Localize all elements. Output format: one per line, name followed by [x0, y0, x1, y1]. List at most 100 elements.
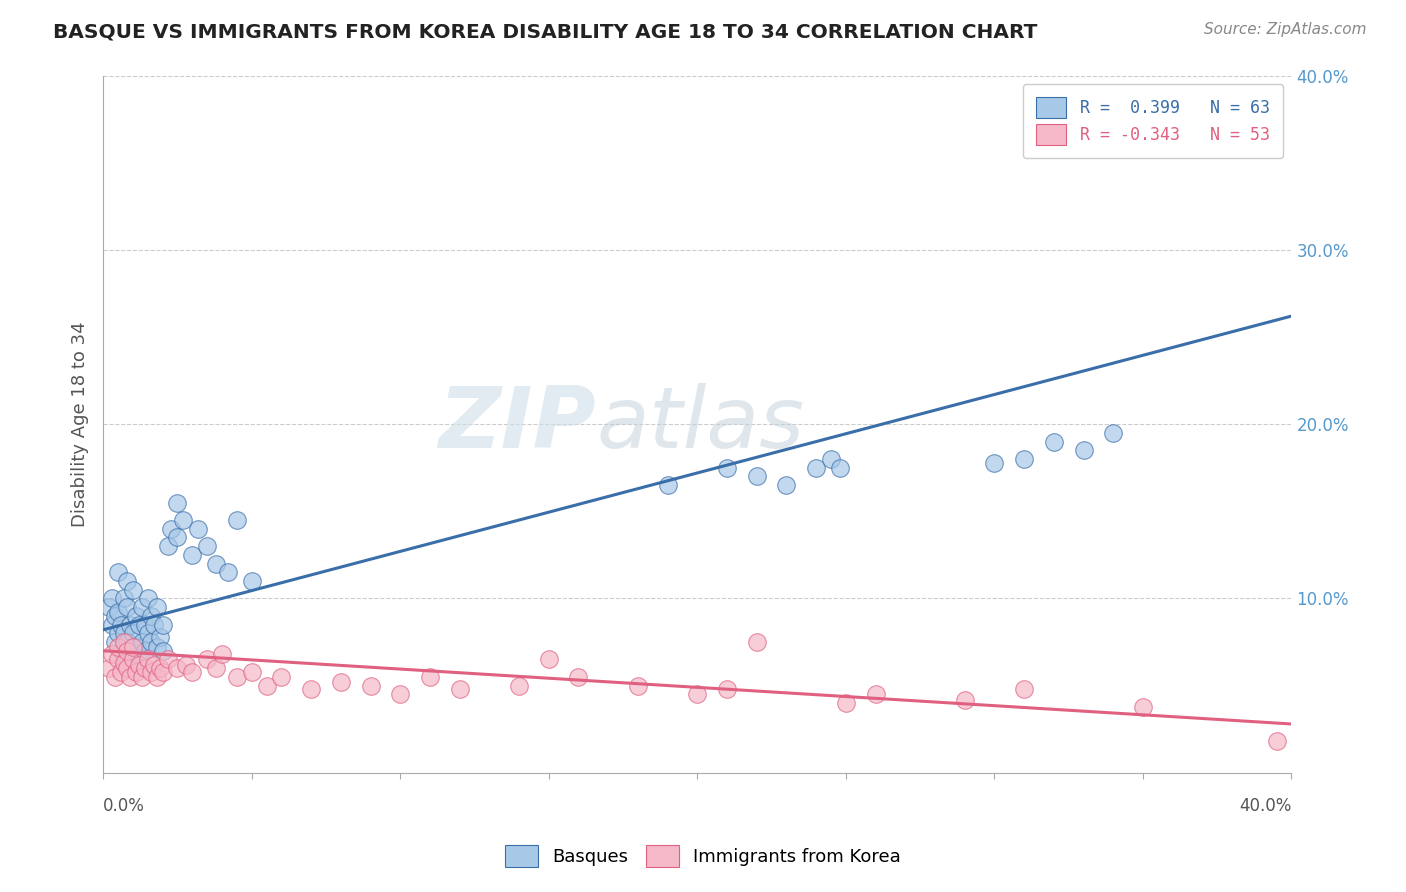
Point [145, 670, 167, 684]
Point [142, 657, 165, 672]
Point [225, 670, 247, 684]
Point [136, 652, 159, 666]
Point [745, 469, 768, 483]
Point [152, 617, 174, 632]
Point [131, 670, 153, 684]
Point [240, 665, 263, 679]
Point [419, 670, 441, 684]
Point [148, 661, 170, 675]
Point [125, 665, 148, 679]
Point [107, 566, 129, 580]
Point [115, 600, 138, 615]
Point [299, 682, 322, 697]
Point [98, 661, 121, 675]
Point [157, 652, 180, 666]
Point [166, 495, 188, 509]
Point [136, 626, 159, 640]
Point [104, 608, 127, 623]
Point [716, 460, 738, 475]
Point [176, 657, 198, 672]
Point [98, 600, 121, 615]
Point [804, 460, 827, 475]
Point [195, 652, 218, 666]
Point [101, 617, 124, 632]
Point [131, 635, 153, 649]
Point [128, 617, 150, 632]
Point [270, 670, 292, 684]
Point [205, 661, 228, 675]
Point [1132, 699, 1154, 714]
Point [225, 513, 247, 527]
Point [567, 670, 589, 684]
Point [865, 687, 887, 701]
Point [118, 670, 141, 684]
Point [110, 617, 132, 632]
Point [128, 647, 150, 661]
Text: 40.0%: 40.0% [1239, 797, 1292, 815]
Point [112, 626, 135, 640]
Point [205, 557, 228, 571]
Point [139, 635, 162, 649]
Point [686, 687, 709, 701]
Point [145, 640, 167, 655]
Point [329, 675, 352, 690]
Point [101, 591, 124, 606]
Point [166, 661, 188, 675]
Point [1042, 434, 1064, 449]
Point [716, 682, 738, 697]
Point [828, 460, 851, 475]
Point [157, 539, 180, 553]
Point [1265, 734, 1288, 748]
Text: 0.0%: 0.0% [103, 797, 145, 815]
Point [745, 635, 768, 649]
Point [107, 626, 129, 640]
Point [1012, 452, 1035, 467]
Point [115, 635, 138, 649]
Point [121, 652, 143, 666]
Point [360, 679, 382, 693]
Point [125, 640, 148, 655]
Point [240, 574, 263, 588]
Point [166, 531, 188, 545]
Point [449, 682, 471, 697]
Point [256, 679, 278, 693]
Point [211, 647, 233, 661]
Point [657, 478, 679, 492]
Point [1073, 443, 1095, 458]
Point [115, 661, 138, 675]
Point [1102, 425, 1125, 440]
Point [128, 657, 150, 672]
Point [134, 661, 156, 675]
Point [160, 522, 183, 536]
Point [115, 574, 138, 588]
Point [181, 665, 204, 679]
Point [121, 652, 143, 666]
Point [104, 635, 127, 649]
Point [121, 640, 143, 655]
Point [107, 652, 129, 666]
Point [101, 647, 124, 661]
Point [112, 635, 135, 649]
Point [181, 548, 204, 562]
Point [142, 617, 165, 632]
Point [112, 591, 135, 606]
Point [187, 522, 209, 536]
Point [139, 608, 162, 623]
Point [115, 644, 138, 658]
Point [110, 665, 132, 679]
Text: Source: ZipAtlas.com: Source: ZipAtlas.com [1204, 22, 1367, 37]
Point [148, 630, 170, 644]
Point [195, 539, 218, 553]
Legend: Basques, Immigrants from Korea: Basques, Immigrants from Korea [498, 838, 908, 874]
Point [953, 692, 976, 706]
Point [107, 606, 129, 620]
Point [136, 591, 159, 606]
Point [131, 600, 153, 615]
Point [134, 644, 156, 658]
Point [134, 617, 156, 632]
Point [110, 644, 132, 658]
Point [217, 566, 239, 580]
Point [107, 640, 129, 655]
Legend: R =  0.399   N = 63, R = -0.343   N = 53: R = 0.399 N = 63, R = -0.343 N = 53 [1024, 84, 1284, 158]
Point [112, 656, 135, 670]
